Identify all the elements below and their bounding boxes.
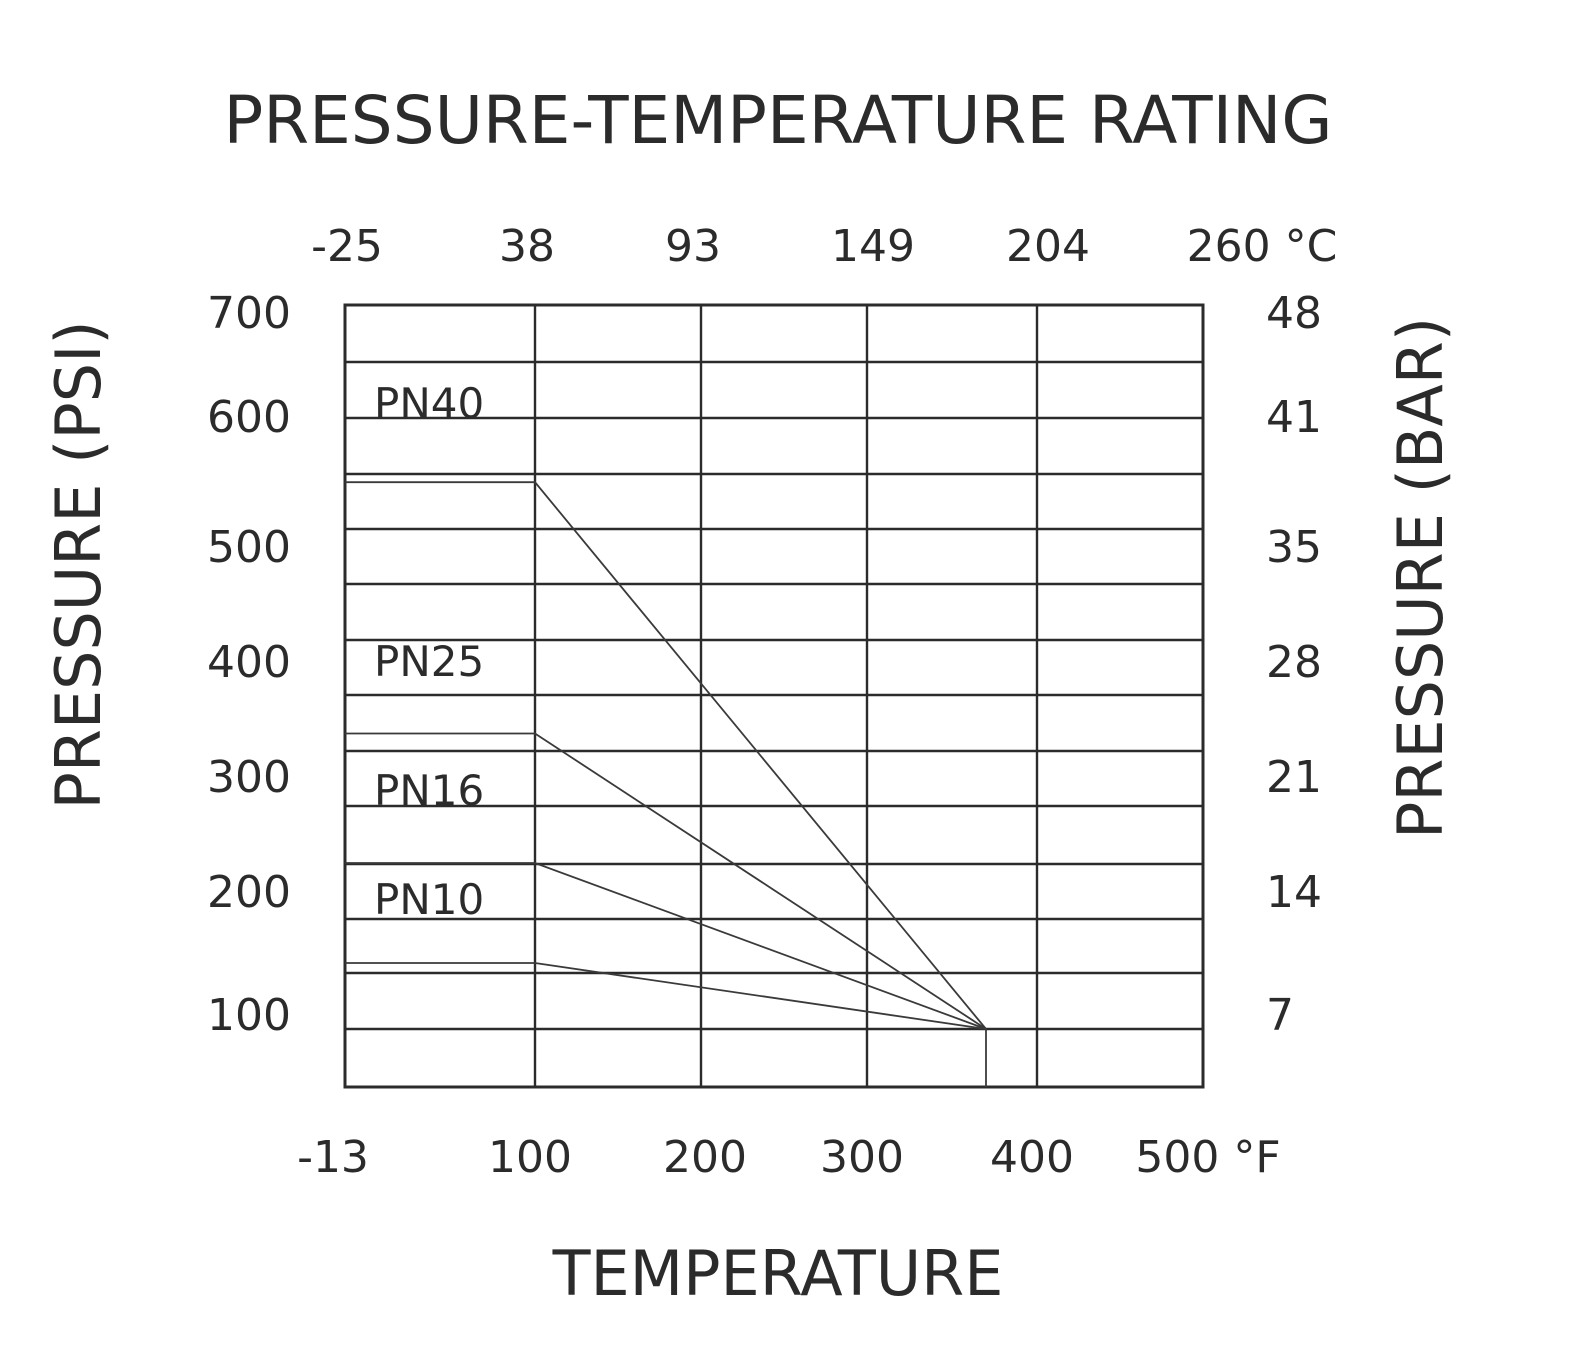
x-tick-label-celsius: 93 — [665, 221, 721, 272]
series-line-pn10 — [345, 962, 987, 1030]
x-tick-label-fahrenheit: 400 — [990, 1132, 1074, 1183]
series-line-pn25 — [345, 732, 987, 1030]
y-tick-label-psi: 700 — [207, 288, 291, 339]
x-tick-label-celsius: 38 — [499, 221, 555, 272]
y-tick-label-psi: 300 — [207, 752, 291, 803]
series-line-pn16 — [345, 862, 987, 1030]
series-label-pn16: PN16 — [374, 766, 484, 815]
x-tick-label-fahrenheit: 100 — [488, 1132, 572, 1183]
y-tick-label-bar: 21 — [1266, 752, 1322, 803]
y-axis-title-left: PRESSURE (PSI) — [42, 320, 115, 809]
x-tick-label-fahrenheit: -13 — [297, 1132, 369, 1183]
y-tick-label-psi: 500 — [207, 522, 291, 573]
series-line-pn40 — [345, 481, 987, 1030]
chart-title: PRESSURE-TEMPERATURE RATING — [223, 82, 1332, 159]
y-tick-label-bar: 35 — [1266, 522, 1322, 573]
series-labels: PN40 PN25 PN16 PN10 — [374, 379, 484, 924]
grid — [343, 303, 1205, 1089]
x-tick-label-celsius: 204 — [1006, 221, 1090, 272]
y-tick-label-psi: 200 — [207, 867, 291, 918]
y-tick-label-bar: 41 — [1266, 392, 1322, 443]
y-tick-label-bar: 7 — [1266, 990, 1294, 1041]
y-tick-label-bar: 48 — [1266, 288, 1322, 339]
x-tick-label-celsius: -25 — [311, 221, 383, 272]
x-tick-label-fahrenheit: 200 — [663, 1132, 747, 1183]
series-label-pn10: PN10 — [374, 875, 484, 924]
tick-labels: -13 100 200 300 400 500 °F -25 38 93 149 204 260 °C… — [207, 221, 1337, 1183]
y-axis-title-right: PRESSURE (BAR) — [1384, 317, 1457, 839]
y-tick-label-bar: 14 — [1266, 867, 1322, 918]
x-axis-title: TEMPERATURE — [552, 1237, 1004, 1310]
x-tick-label-fahrenheit: 300 — [820, 1132, 904, 1183]
series-lines — [345, 481, 987, 1087]
y-tick-label-psi: 600 — [207, 392, 291, 443]
series-label-pn40: PN40 — [374, 379, 484, 428]
series-label-pn25: PN25 — [374, 637, 484, 686]
x-tick-label-fahrenheit: 500 °F — [1135, 1132, 1280, 1183]
y-tick-label-bar: 28 — [1266, 637, 1322, 688]
y-tick-label-psi: 100 — [207, 990, 291, 1041]
x-tick-label-celsius: 260 °C — [1187, 221, 1338, 272]
x-tick-label-celsius: 149 — [831, 221, 915, 272]
y-tick-label-psi: 400 — [207, 637, 291, 688]
